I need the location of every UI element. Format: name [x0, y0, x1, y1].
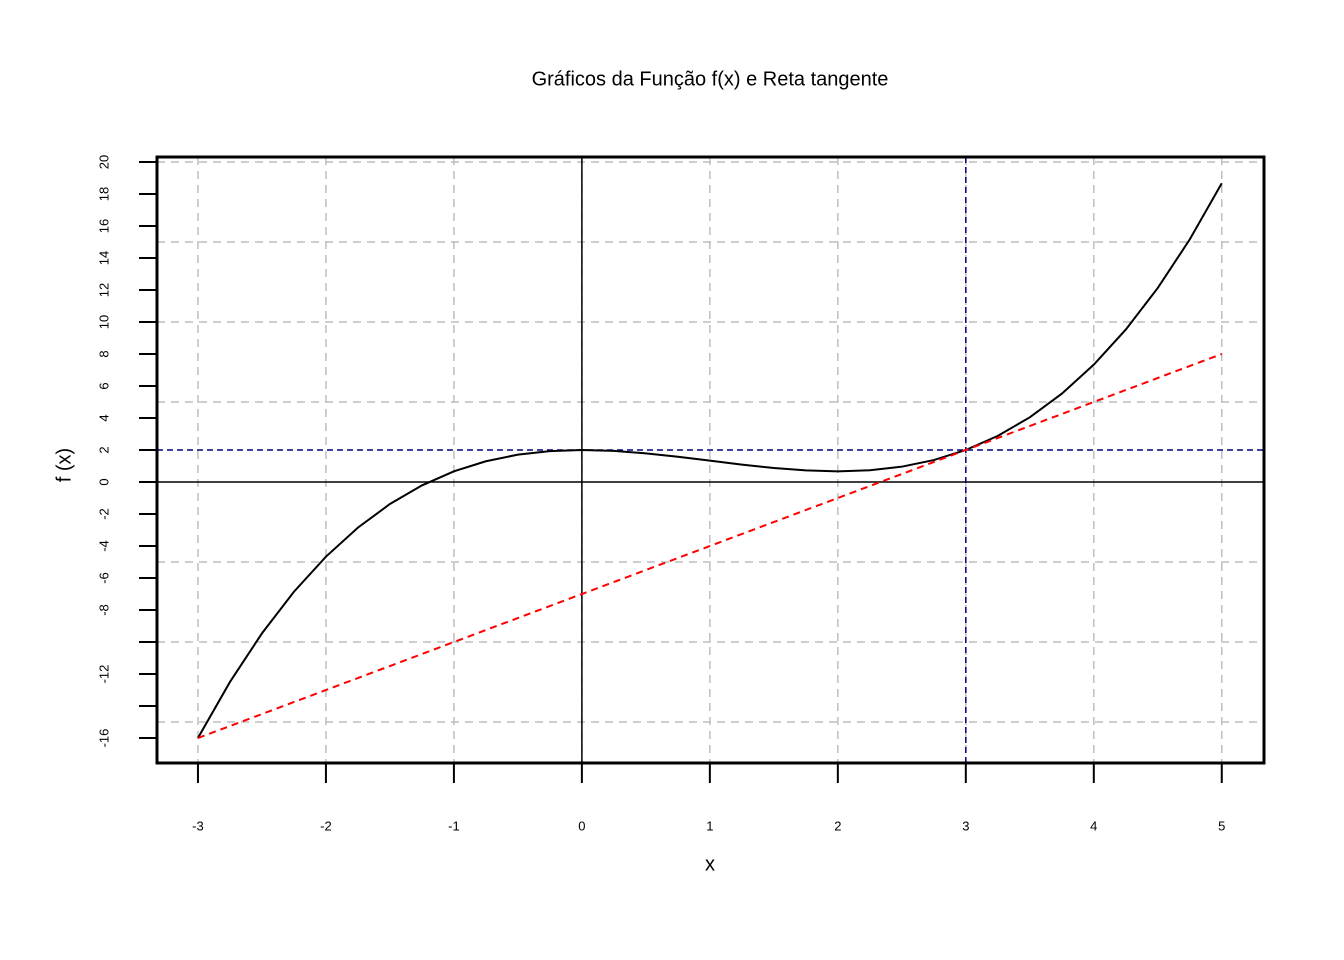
series-line: [197, 353, 1223, 739]
y-axis-label: f (x): [53, 448, 75, 482]
x-tick-label: 2: [834, 818, 841, 833]
y-tick-label: 4: [96, 414, 111, 421]
x-tick-label: -2: [320, 818, 332, 833]
x-tick-label: 3: [962, 818, 969, 833]
x-tick-label: -1: [448, 818, 460, 833]
y-tick-label: 16: [96, 219, 111, 233]
x-tick-label: 4: [1090, 818, 1097, 833]
x-tick-label: -3: [192, 818, 204, 833]
y-tick-label: -16: [96, 729, 111, 748]
y-tick-label: 6: [96, 382, 111, 389]
x-axis-label: x: [705, 853, 715, 875]
y-tick-label: 20: [96, 155, 111, 169]
y-tick-label: -12: [96, 665, 111, 684]
y-tick-label: 2: [96, 446, 111, 453]
x-tick-label: 1: [706, 818, 713, 833]
y-tick-label: 12: [96, 283, 111, 297]
y-tick-label: -2: [96, 508, 111, 520]
y-tick-label: -6: [96, 572, 111, 584]
x-tick-label: 0: [578, 818, 585, 833]
y-tick-label: 0: [96, 478, 111, 485]
chart-title: Gráficos da Função f(x) e Reta tangente: [532, 68, 889, 90]
series-line: [197, 182, 1223, 739]
y-tick-label: -8: [96, 604, 111, 616]
y-tick-label: 18: [96, 187, 111, 201]
y-tick-label: 8: [96, 350, 111, 357]
y-tick-label: 14: [96, 251, 111, 265]
y-tick-label: -4: [96, 540, 111, 552]
y-tick-label: 10: [96, 315, 111, 329]
x-tick-label: 5: [1218, 818, 1225, 833]
